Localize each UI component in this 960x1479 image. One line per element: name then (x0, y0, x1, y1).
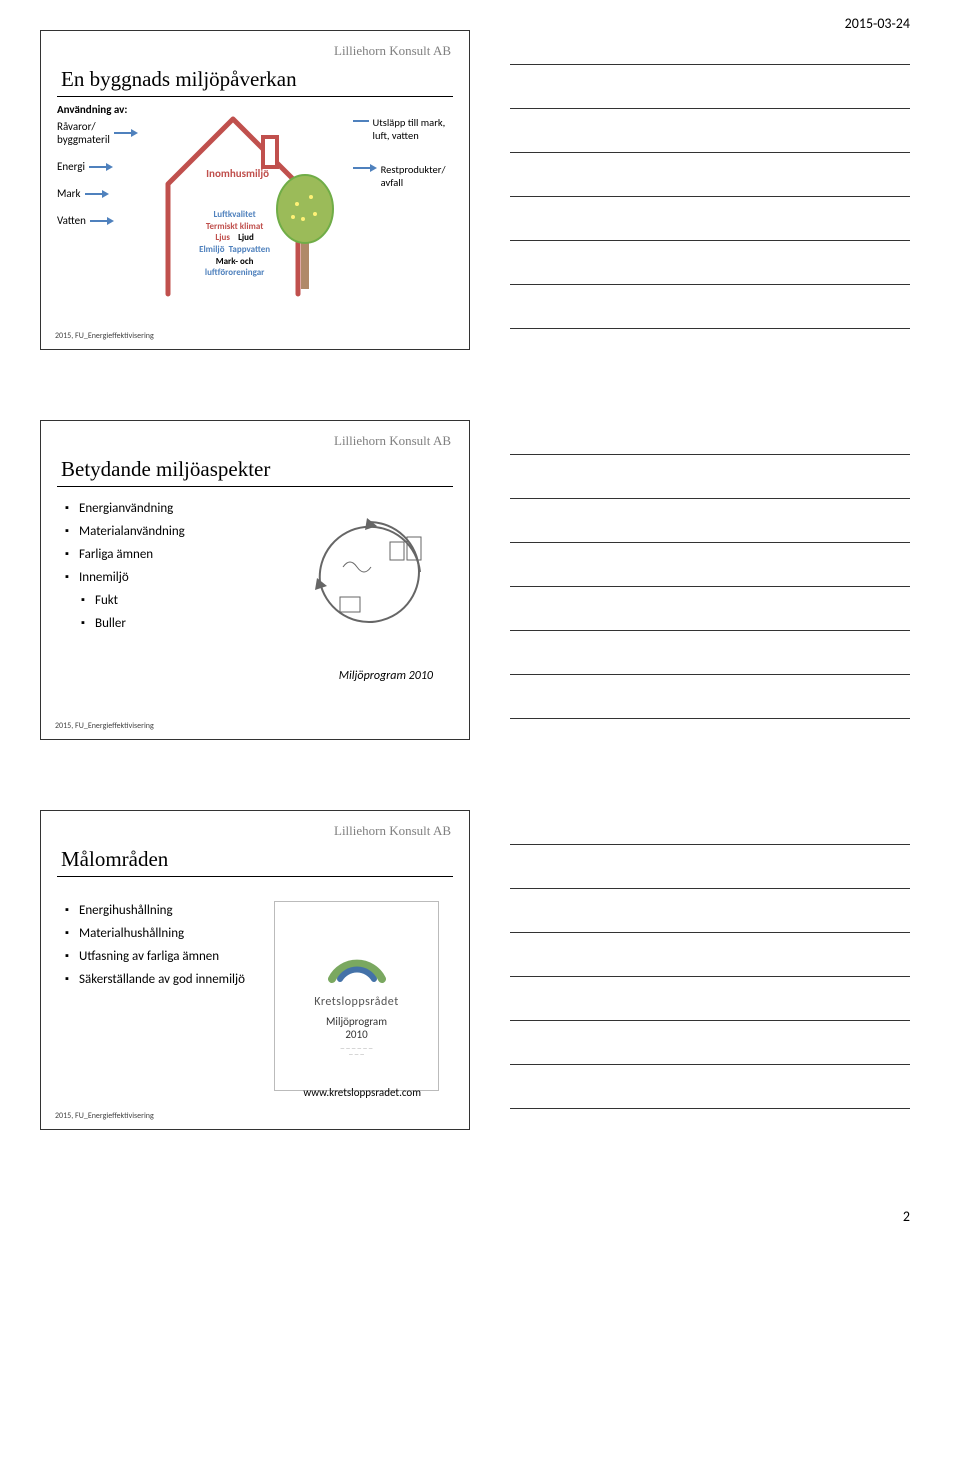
row-2: Lilliehorn Konsult AB Betydande miljöasp… (40, 420, 920, 740)
arrow-icon (353, 117, 369, 125)
slide-footer: 2015, FU_Energieffektivisering (55, 721, 154, 731)
output-item: Utsläpp till mark, luft, vatten (353, 117, 453, 142)
handout-page: 2015-03-24 2 Lilliehorn Konsult AB En by… (0, 0, 960, 1240)
house-diagram: Inomhusmiljö Luftkvalitet Termiskt klima… (153, 99, 353, 299)
arrow-icon (90, 217, 114, 225)
url-label: www.kretsloppsradet.com (303, 1086, 421, 1099)
slide-2-title: Betydande miljöaspekter (61, 457, 338, 482)
output-label: Restprodukter/ avfall (381, 164, 446, 189)
inputs-column: Användning av: Råvaror/ byggmateril Ener… (57, 99, 153, 309)
arrow-icon (114, 129, 138, 137)
cycle-illustration (292, 509, 447, 634)
inputs-header: Användning av: (57, 103, 153, 116)
input-label: Råvaror/ byggmateril (57, 120, 110, 146)
input-label: Energi (57, 160, 85, 173)
input-item: Energi (57, 160, 153, 173)
logo-name: Kretsloppsrådet (314, 995, 398, 1009)
indoor-title: Inomhusmiljö (183, 167, 293, 180)
slide-1-title: En byggnads miljöpåverkan (61, 67, 338, 92)
page-date: 2015-03-24 (845, 15, 910, 32)
brand-label: Lilliehorn Konsult AB (334, 433, 451, 449)
brand-label: Lilliehorn Konsult AB (334, 43, 451, 59)
input-label: Vatten (57, 214, 86, 227)
slide-2: Lilliehorn Konsult AB Betydande miljöasp… (40, 420, 470, 740)
arrow-icon (353, 164, 377, 172)
notes-lines (500, 420, 920, 740)
arrow-icon (85, 190, 109, 198)
page-number: 2 (903, 1208, 910, 1225)
input-item: Råvaror/ byggmateril (57, 120, 153, 146)
slide-1-diagram: Användning av: Råvaror/ byggmateril Ener… (57, 99, 453, 309)
cover-fineprint: — — — — — —— — — (291, 1047, 421, 1058)
slide-footer: 2015, FU_Energieffektivisering (55, 331, 154, 341)
row-3: Lilliehorn Konsult AB Målområden Energih… (40, 810, 920, 1130)
notes-lines (500, 810, 920, 1130)
input-item: Mark (57, 187, 153, 200)
program-label: Miljöprogram 2010 (326, 1015, 387, 1041)
cycle-icon (295, 512, 445, 632)
slide-2-caption: Miljöprogram 2010 (339, 669, 433, 683)
slide-rule (57, 876, 453, 877)
slide-3-title: Målområden (61, 847, 338, 872)
slide-footer: 2015, FU_Energieffektivisering (55, 1111, 154, 1121)
kretslopp-cover: Kretsloppsrådet Miljöprogram 2010 — — — … (274, 901, 439, 1091)
arrow-icon (89, 163, 113, 171)
slide-rule (57, 96, 453, 97)
input-item: Vatten (57, 214, 153, 227)
outputs-column: Utsläpp till mark, luft, vatten Restprod… (353, 99, 453, 309)
notes-lines (500, 30, 920, 350)
input-label: Mark (57, 187, 81, 200)
brand-label: Lilliehorn Konsult AB (334, 823, 451, 839)
output-item: Restprodukter/ avfall (353, 164, 453, 189)
slide-3: Lilliehorn Konsult AB Målområden Energih… (40, 810, 470, 1130)
slide-rule (57, 486, 453, 487)
kretslopp-logo-icon (322, 934, 392, 989)
indoor-labels: Luftkvalitet Termiskt klimat Ljus Ljud E… (175, 209, 295, 279)
slide-1: Lilliehorn Konsult AB En byggnads miljöp… (40, 30, 470, 350)
output-label: Utsläpp till mark, luft, vatten (373, 117, 453, 142)
row-1: Lilliehorn Konsult AB En byggnads miljöp… (40, 30, 920, 350)
